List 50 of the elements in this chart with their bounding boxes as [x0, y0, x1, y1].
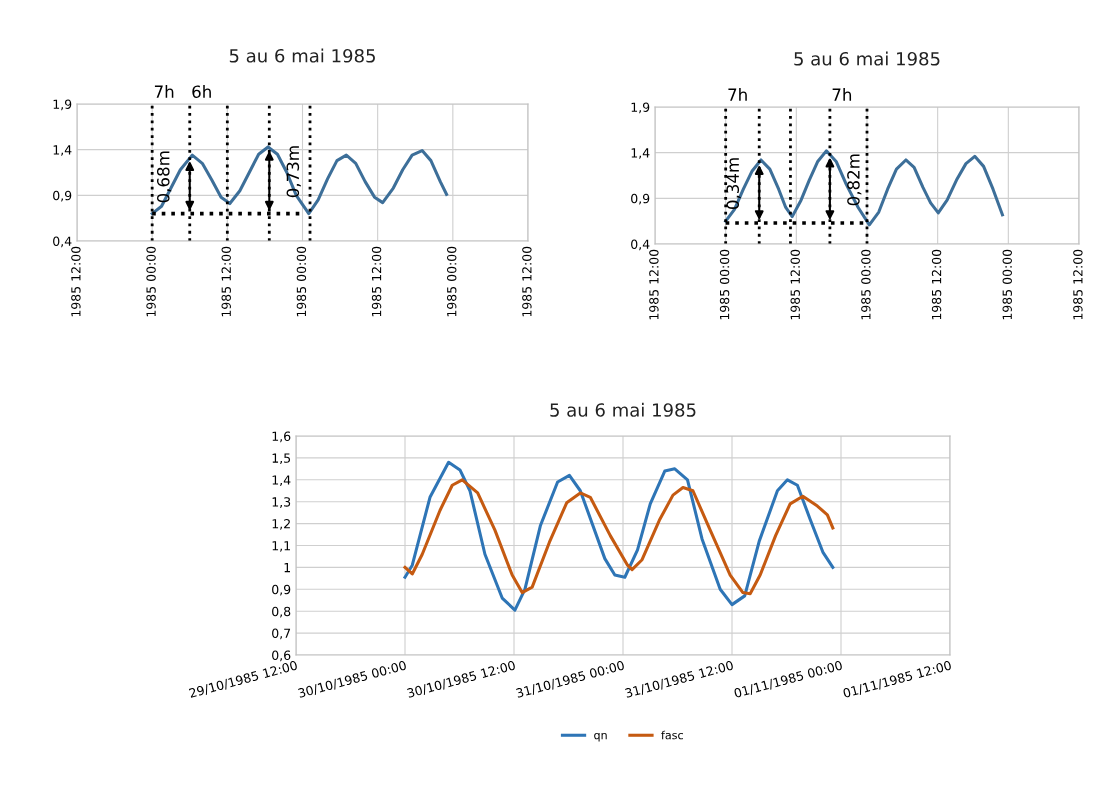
chart-title: 5 au 6 mai 1985 [550, 402, 696, 417]
y-tick-label: 1,4 [53, 145, 72, 156]
y-tick-label: 1,4 [631, 148, 650, 159]
y-tick-label: 1,4 [272, 475, 291, 486]
ref-line-label: 7h [154, 85, 174, 98]
x-tick-label: 1985 12:00 [71, 246, 81, 317]
y-tick-label: 0,8 [272, 606, 291, 618]
legend-label: qn [594, 732, 607, 742]
annotation: 0,73m [286, 146, 301, 198]
y-tick-label: 1,5 [272, 453, 291, 465]
chart-title: 5 au 6 mai 1985 [794, 51, 940, 66]
ref-line-label: 7h [728, 88, 747, 101]
y-tick-label: 1,9 [53, 99, 72, 111]
legend-label: fasc [661, 730, 683, 740]
y-tick-label: 0,9 [272, 584, 291, 596]
x-tick-label: 1985 00:00 [296, 246, 307, 317]
annotation: 0,68m [156, 151, 172, 203]
x-tick-label: 1985 00:00 [1002, 249, 1012, 320]
x-tick-label: 1985 12:00 [931, 249, 942, 320]
y-tick-label: 0,6 [272, 650, 291, 662]
y-tick-label: 0,9 [53, 190, 72, 202]
line-series [403, 460, 835, 612]
chart-title: 5 au 6 mai 1985 [229, 48, 375, 63]
x-tick-label: 1985 12:00 [790, 249, 800, 320]
y-tick-label: 1,6 [272, 431, 291, 443]
ref-line-label: 7h [832, 88, 852, 101]
y-tick-label: 1,1 [272, 541, 290, 552]
x-tick-label: 1985 12:00 [649, 249, 659, 320]
y-tick-label: 0,7 [272, 628, 291, 640]
y-tick-label: 1 [284, 563, 290, 573]
line-series [724, 149, 1004, 227]
x-tick-label: 1985 12:00 [522, 246, 532, 317]
annotation: 0,34m [726, 158, 741, 210]
x-tick-label: 1985 00:00 [719, 249, 730, 320]
x-tick-label: 1985 00:00 [447, 246, 457, 317]
x-tick-label: 1985 12:00 [221, 246, 231, 317]
x-tick-label: 1985 00:00 [861, 249, 871, 320]
x-tick-label: 1985 12:00 [1073, 249, 1083, 320]
y-tick-label: 1,9 [631, 102, 650, 114]
x-tick-label: 1985 00:00 [146, 246, 156, 317]
y-tick-label: 1,3 [272, 497, 291, 508]
x-tick-label: 1985 12:00 [371, 246, 382, 317]
ref-line-label: 6h [192, 85, 211, 98]
line-series [150, 145, 449, 216]
annotation: 0,82m [847, 154, 862, 206]
y-tick-label: 0,4 [53, 236, 72, 248]
y-tick-label: 1,2 [272, 519, 290, 530]
y-tick-label: 0,4 [631, 239, 650, 251]
line-series [403, 478, 835, 596]
y-tick-label: 0,9 [631, 193, 650, 205]
